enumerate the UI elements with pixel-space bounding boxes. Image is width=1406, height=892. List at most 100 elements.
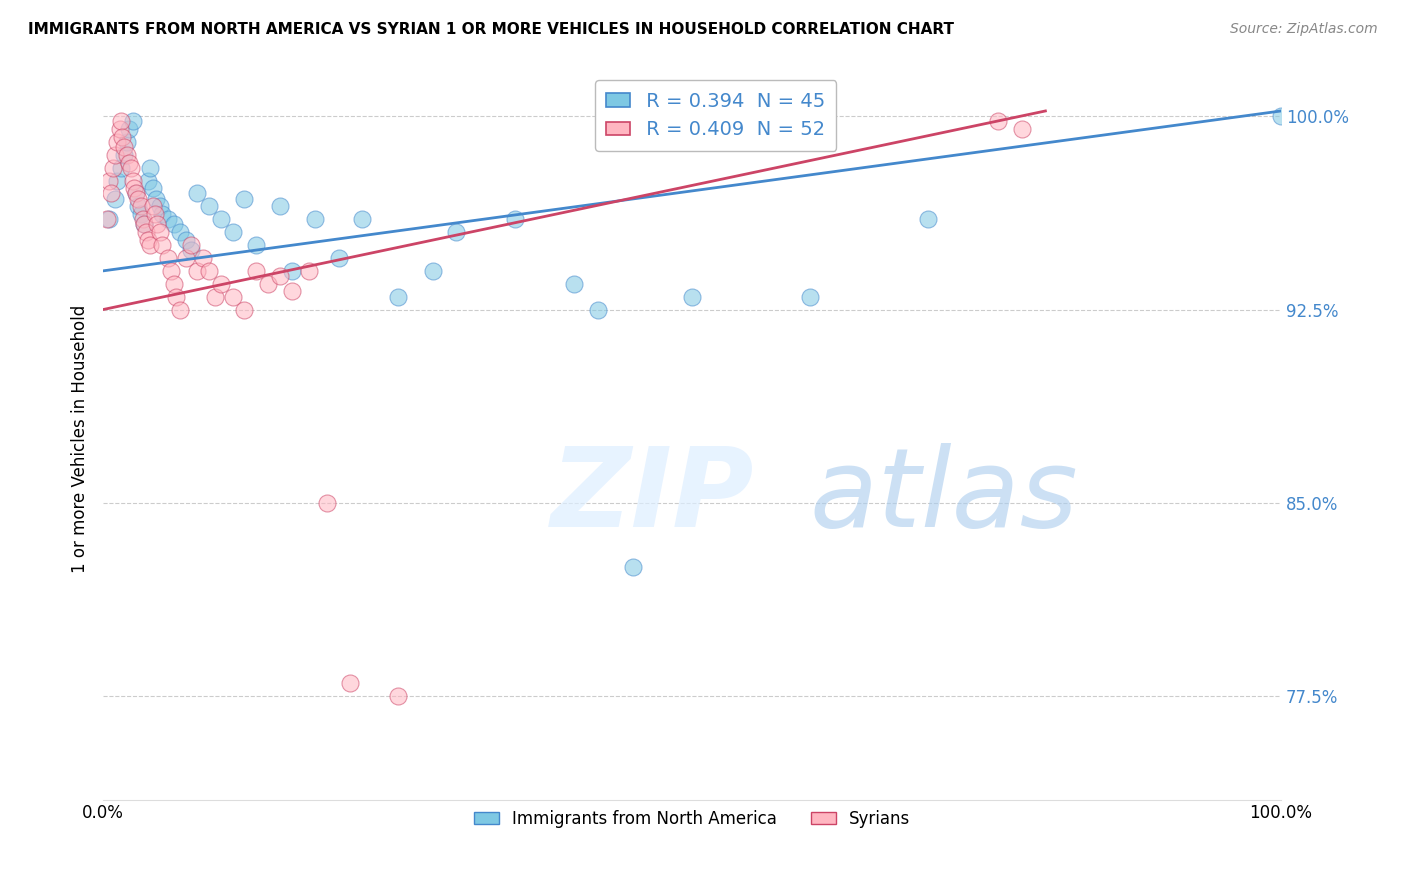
Point bbox=[145, 192, 167, 206]
Point bbox=[118, 155, 141, 169]
Point bbox=[586, 302, 609, 317]
Point bbox=[387, 690, 409, 704]
Point bbox=[328, 251, 350, 265]
Point bbox=[104, 148, 127, 162]
Text: ZIP: ZIP bbox=[551, 442, 754, 549]
Point bbox=[446, 225, 468, 239]
Text: Source: ZipAtlas.com: Source: ZipAtlas.com bbox=[1230, 22, 1378, 37]
Point bbox=[209, 277, 232, 291]
Point bbox=[422, 264, 444, 278]
Point bbox=[280, 264, 302, 278]
Point bbox=[146, 218, 169, 232]
Text: atlas: atlas bbox=[810, 442, 1078, 549]
Point bbox=[136, 233, 159, 247]
Point bbox=[150, 207, 173, 221]
Point bbox=[316, 496, 339, 510]
Point bbox=[156, 251, 179, 265]
Point bbox=[1011, 122, 1033, 136]
Point bbox=[104, 192, 127, 206]
Point bbox=[204, 290, 226, 304]
Point bbox=[269, 199, 291, 213]
Point bbox=[96, 212, 118, 227]
Point bbox=[110, 114, 132, 128]
Point bbox=[100, 186, 122, 201]
Point bbox=[160, 264, 183, 278]
Point bbox=[111, 129, 134, 144]
Point bbox=[115, 148, 138, 162]
Point bbox=[198, 264, 221, 278]
Point bbox=[156, 212, 179, 227]
Point bbox=[142, 181, 165, 195]
Point bbox=[221, 225, 243, 239]
Point bbox=[122, 181, 145, 195]
Point bbox=[150, 238, 173, 252]
Point bbox=[233, 302, 256, 317]
Point bbox=[143, 207, 166, 221]
Point bbox=[180, 244, 202, 258]
Point bbox=[163, 277, 186, 291]
Point bbox=[125, 186, 148, 201]
Point bbox=[142, 199, 165, 213]
Point bbox=[681, 290, 703, 304]
Legend: Immigrants from North America, Syrians: Immigrants from North America, Syrians bbox=[467, 803, 917, 835]
Point bbox=[110, 161, 132, 175]
Point bbox=[134, 218, 156, 232]
Y-axis label: 1 or more Vehicles in Household: 1 or more Vehicles in Household bbox=[72, 304, 89, 573]
Point bbox=[108, 122, 131, 136]
Point bbox=[129, 207, 152, 221]
Point bbox=[186, 186, 208, 201]
Point bbox=[387, 290, 409, 304]
Point bbox=[121, 114, 143, 128]
Point bbox=[339, 676, 361, 690]
Point bbox=[298, 264, 321, 278]
Point bbox=[135, 225, 157, 239]
Point bbox=[112, 148, 135, 162]
Point bbox=[987, 114, 1010, 128]
Point bbox=[245, 264, 267, 278]
Point bbox=[257, 277, 280, 291]
Point bbox=[209, 212, 232, 227]
Point bbox=[149, 199, 172, 213]
Point bbox=[799, 290, 821, 304]
Point bbox=[193, 251, 215, 265]
Point bbox=[180, 238, 202, 252]
Point bbox=[198, 199, 221, 213]
Point bbox=[562, 277, 585, 291]
Point bbox=[149, 225, 172, 239]
Point bbox=[115, 135, 138, 149]
Point bbox=[112, 140, 135, 154]
Point bbox=[169, 302, 191, 317]
Point bbox=[269, 268, 291, 283]
Point bbox=[132, 212, 155, 227]
Point bbox=[505, 212, 527, 227]
Point bbox=[98, 212, 121, 227]
Point bbox=[120, 161, 142, 175]
Point bbox=[174, 233, 197, 247]
Point bbox=[304, 212, 326, 227]
Point bbox=[101, 161, 124, 175]
Point bbox=[163, 218, 186, 232]
Point bbox=[136, 173, 159, 187]
Point bbox=[233, 192, 256, 206]
Point bbox=[621, 560, 644, 574]
Point bbox=[129, 199, 152, 213]
Point bbox=[139, 161, 162, 175]
Point bbox=[245, 238, 267, 252]
Point bbox=[280, 285, 302, 299]
Text: IMMIGRANTS FROM NORTH AMERICA VS SYRIAN 1 OR MORE VEHICLES IN HOUSEHOLD CORRELAT: IMMIGRANTS FROM NORTH AMERICA VS SYRIAN … bbox=[28, 22, 955, 37]
Point bbox=[98, 173, 121, 187]
Point bbox=[139, 238, 162, 252]
Point bbox=[1270, 109, 1292, 123]
Point bbox=[186, 264, 208, 278]
Point bbox=[134, 218, 156, 232]
Point bbox=[121, 173, 143, 187]
Point bbox=[125, 186, 148, 201]
Point bbox=[118, 122, 141, 136]
Point bbox=[917, 212, 939, 227]
Point bbox=[352, 212, 374, 227]
Point bbox=[221, 290, 243, 304]
Point bbox=[127, 199, 149, 213]
Point bbox=[165, 290, 187, 304]
Point bbox=[105, 173, 128, 187]
Point bbox=[105, 135, 128, 149]
